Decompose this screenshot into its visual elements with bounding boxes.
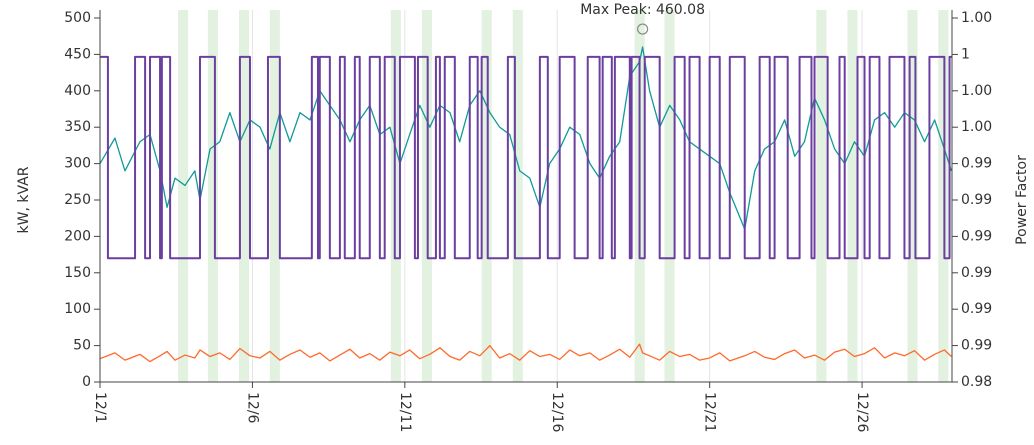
shaded-band: [390, 10, 401, 382]
shaded-band: [907, 10, 918, 382]
shaded-band: [847, 10, 858, 382]
x-tick-label: 12/1: [92, 392, 108, 423]
y-axis-title: kW, kVAR: [16, 166, 32, 233]
y-tick-label: 150: [64, 265, 91, 281]
y2-tick-label: 1.00: [961, 10, 992, 26]
y2-tick-label: 0.99: [961, 192, 992, 208]
annotation: Max Peak: 460.08: [580, 2, 705, 18]
y2-tick-label: 1: [961, 46, 970, 62]
y-tick-label: 300: [64, 156, 91, 172]
y-tick-label: 350: [64, 119, 91, 135]
shaded-band: [178, 10, 189, 382]
shaded-band: [207, 10, 218, 382]
shaded-band: [239, 10, 250, 382]
y2-tick-label: 1.00: [961, 119, 992, 135]
shaded-band: [269, 10, 280, 382]
series-line: [100, 55, 952, 260]
y2-tick-label: 0.99: [961, 338, 992, 354]
y2-tick-label: 0.99: [961, 156, 992, 172]
y2-tick-label: 0.98: [961, 374, 992, 390]
y-tick-label: 450: [64, 46, 91, 62]
y2-tick-label: 0.99: [961, 228, 992, 244]
y-tick-label: 0: [82, 374, 91, 390]
x-tick-label: 12/21: [702, 392, 718, 432]
x-tick-label: 12/16: [549, 392, 565, 432]
plot-area: [100, 10, 952, 382]
x-tick-label: 12/26: [854, 392, 870, 432]
y2-tick-label: 1.00: [961, 83, 992, 99]
shaded-band: [481, 10, 492, 382]
shaded-band: [664, 10, 675, 382]
y-tick-label: 250: [64, 192, 91, 208]
y2-tick-label: 0.99: [961, 301, 992, 317]
y-tick-label: 200: [64, 228, 91, 244]
y-tick-label: 100: [64, 301, 91, 317]
y2-tick-label: 0.99: [961, 265, 992, 281]
y2-axis-title: Power Factor: [1014, 155, 1030, 245]
x-tick-label: 12/6: [244, 392, 260, 424]
peak-marker: [636, 23, 649, 35]
y-tick-label: 50: [73, 338, 91, 354]
shaded-band: [816, 10, 827, 382]
series-line: [100, 343, 952, 363]
shaded-band: [938, 10, 949, 382]
shaded-band: [512, 10, 523, 382]
y-tick-label: 500: [64, 10, 91, 26]
x-tick-label: 12/11: [397, 392, 413, 432]
y-tick-label: 400: [64, 83, 91, 99]
